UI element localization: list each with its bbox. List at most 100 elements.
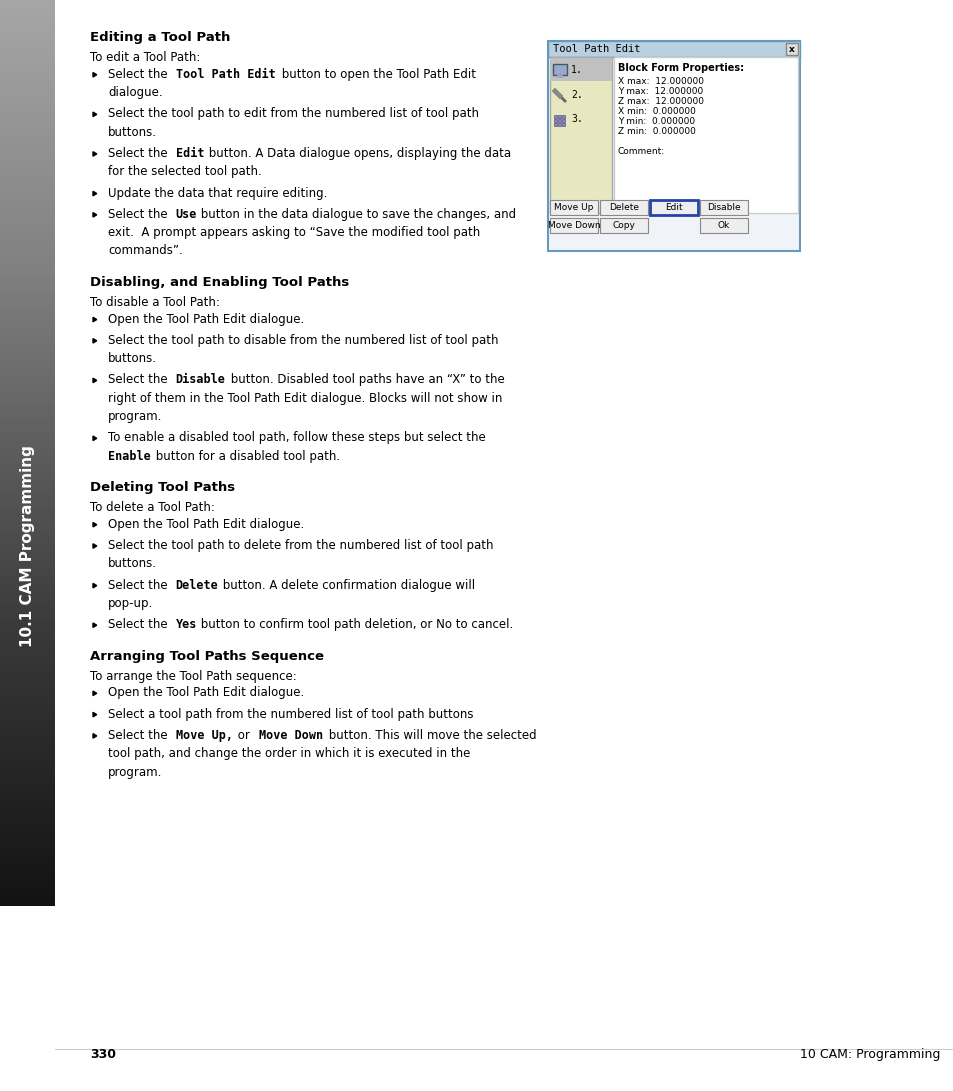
Text: button to open the Tool Path Edit: button to open the Tool Path Edit <box>277 68 476 81</box>
Bar <box>558 122 561 125</box>
Bar <box>0 712 55 716</box>
Bar <box>0 728 55 731</box>
Bar <box>0 24 55 27</box>
Bar <box>0 33 55 36</box>
Bar <box>0 389 55 393</box>
Text: To disable a Tool Path:: To disable a Tool Path: <box>90 297 219 309</box>
Bar <box>0 256 55 260</box>
Text: 1.: 1. <box>571 65 582 75</box>
Bar <box>0 133 55 136</box>
Bar <box>0 837 55 840</box>
Bar <box>0 830 55 834</box>
Text: buttons.: buttons. <box>108 558 157 571</box>
Bar <box>0 15 55 19</box>
Bar <box>0 567 55 571</box>
Bar <box>0 456 55 459</box>
Bar <box>0 752 55 755</box>
Text: 10 CAM: Programming: 10 CAM: Programming <box>799 1048 939 1062</box>
Bar <box>0 716 55 719</box>
Bar <box>0 145 55 148</box>
Bar <box>0 241 55 244</box>
Text: X max:  12.000000: X max: 12.000000 <box>618 77 703 86</box>
Bar <box>0 531 55 535</box>
Bar <box>0 320 55 323</box>
Bar <box>0 553 55 555</box>
Bar <box>0 7 55 9</box>
Bar <box>553 64 566 75</box>
Text: Disabling, and Enabling Tool Paths: Disabling, and Enabling Tool Paths <box>90 276 349 289</box>
Bar <box>547 41 800 57</box>
Bar <box>0 142 55 145</box>
Text: button. A delete confirmation dialogue will: button. A delete confirmation dialogue w… <box>219 578 476 591</box>
Bar <box>0 634 55 637</box>
Bar <box>0 386 55 389</box>
Bar <box>0 710 55 712</box>
Bar <box>0 437 55 441</box>
Bar <box>0 619 55 622</box>
Text: Z max:  12.000000: Z max: 12.000000 <box>618 97 703 106</box>
Bar <box>0 565 55 567</box>
Bar <box>0 151 55 154</box>
Bar <box>0 864 55 866</box>
Bar <box>0 178 55 181</box>
Bar <box>0 803 55 806</box>
Bar <box>0 121 55 123</box>
Text: buttons.: buttons. <box>108 125 157 139</box>
Bar <box>0 111 55 115</box>
Bar <box>0 305 55 308</box>
Bar <box>0 299 55 302</box>
Text: Y min:  0.000000: Y min: 0.000000 <box>618 117 695 125</box>
Bar <box>0 810 55 813</box>
Bar <box>0 595 55 598</box>
Polygon shape <box>92 733 96 739</box>
Bar <box>0 169 55 172</box>
Bar <box>0 323 55 326</box>
Bar <box>649 200 698 215</box>
Bar <box>0 764 55 767</box>
Bar <box>0 849 55 852</box>
Text: Move Down: Move Down <box>547 221 599 230</box>
Bar <box>0 123 55 127</box>
Bar <box>554 119 557 122</box>
Polygon shape <box>92 436 96 441</box>
Bar <box>0 97 55 99</box>
Bar <box>0 656 55 658</box>
Text: button. A Data dialogue opens, displaying the data: button. A Data dialogue opens, displayin… <box>205 147 511 160</box>
Bar <box>0 160 55 163</box>
Text: Delete: Delete <box>608 203 639 212</box>
Bar <box>558 115 561 118</box>
Bar <box>547 41 800 251</box>
Bar <box>0 885 55 888</box>
Bar <box>0 685 55 688</box>
Polygon shape <box>92 523 96 527</box>
Bar <box>0 483 55 487</box>
Bar <box>0 644 55 646</box>
Bar <box>0 444 55 447</box>
Bar <box>0 284 55 287</box>
Bar <box>0 229 55 232</box>
Text: To delete a Tool Path:: To delete a Tool Path: <box>90 502 214 515</box>
Bar <box>0 208 55 212</box>
Bar <box>0 574 55 577</box>
Text: To enable a disabled tool path, follow these steps but select the: To enable a disabled tool path, follow t… <box>108 431 485 444</box>
Bar <box>561 119 565 122</box>
Bar <box>0 212 55 215</box>
Bar <box>0 357 55 359</box>
Bar <box>0 758 55 762</box>
Bar <box>0 700 55 704</box>
Bar <box>0 538 55 540</box>
Bar <box>550 57 612 213</box>
Text: Move Up: Move Up <box>554 203 593 212</box>
Bar <box>0 697 55 700</box>
Bar <box>0 148 55 151</box>
Bar <box>0 547 55 550</box>
Bar <box>0 70 55 72</box>
Bar <box>0 308 55 311</box>
Bar <box>0 894 55 897</box>
Bar <box>0 130 55 133</box>
Bar <box>0 492 55 495</box>
Bar <box>0 688 55 692</box>
Bar <box>0 854 55 858</box>
Bar <box>0 475 55 477</box>
Bar <box>700 218 747 233</box>
